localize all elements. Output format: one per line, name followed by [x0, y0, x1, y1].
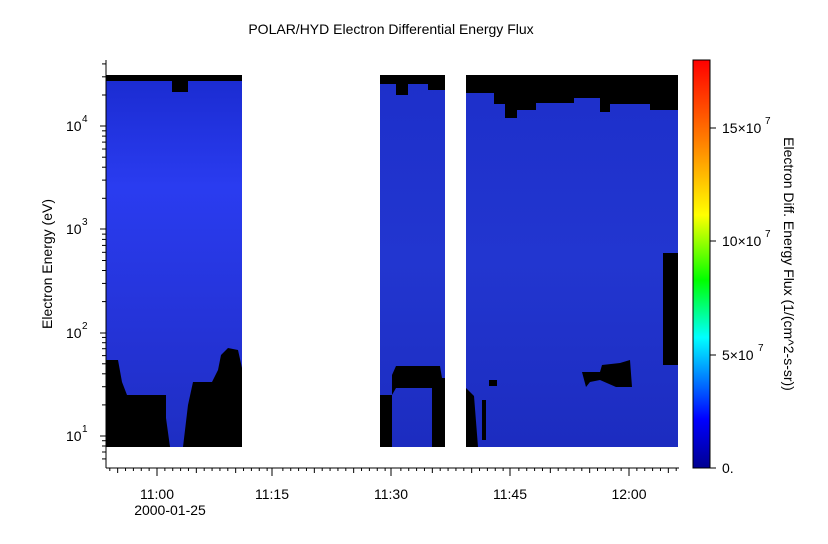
colorbar: 0. 5×10 7 10×10 7 15×10 7 Electron Diff.…	[692, 59, 797, 476]
y-tick-1e1: 10 1	[66, 424, 106, 444]
x-tick-1100: 11:00	[140, 468, 174, 502]
x-tick-1200: 12:00	[611, 468, 647, 502]
y-tick-1e2: 10 2	[66, 321, 106, 341]
block-1-top-gap-notch	[172, 75, 188, 92]
block-2-top-gap	[380, 75, 445, 84]
y-tick-label-base: 10	[66, 325, 82, 341]
y-axis-label: Electron Energy (eV)	[39, 199, 55, 329]
colorbar-label: Electron Diff. Energy Flux (1/(cm^2-s-sr…	[781, 137, 797, 391]
block-2-bottom-gap	[380, 395, 392, 447]
y-tick-label-exp: 2	[82, 321, 88, 332]
data-block-3	[466, 75, 678, 447]
y-tick-label-exp: 4	[82, 114, 88, 125]
x-date-label: 2000-01-25	[134, 502, 206, 518]
x-tick-label: 11:45	[493, 486, 527, 502]
block-3-fill	[466, 75, 678, 447]
data-block-2	[380, 75, 445, 447]
block-3-top-gap-steps	[494, 93, 678, 118]
colorbar-tick-5e7: 5×10 7	[710, 343, 764, 363]
plot-area: 10 4 10 3 10 2 10 1 Electron Energy (eV)…	[39, 60, 679, 518]
block-2-bottom-gap-band	[392, 366, 445, 447]
colorbar-tick-0: 0.	[710, 460, 734, 476]
y-tick-label-base: 10	[66, 428, 82, 444]
colorbar-tick-10e7: 10×10 7	[710, 229, 771, 249]
colorbar-tick-label: 0.	[722, 460, 734, 476]
colorbar-tick-exp: 7	[765, 116, 771, 127]
y-tick-1e4: 10 4	[66, 114, 106, 134]
colorbar-tick-exp: 7	[765, 229, 771, 240]
block-1-bottom-gap	[106, 360, 170, 447]
y-tick-label-exp: 3	[82, 217, 88, 228]
x-tick-label: 11:30	[374, 486, 408, 502]
colorbar-tick-15e7: 15×10 7	[710, 116, 771, 136]
x-tick-1115: 11:15	[255, 468, 289, 502]
block-3-bottom-gap-right	[582, 360, 632, 387]
block-2-top-gap-notch-b	[428, 75, 445, 90]
data-block-1	[106, 75, 242, 447]
x-tick-label: 12:00	[611, 486, 646, 502]
y-tick-label-exp: 1	[82, 424, 88, 435]
x-tick-label: 11:00	[140, 486, 174, 502]
y-tick-1e3: 10 3	[66, 217, 106, 237]
colorbar-tick-exp: 7	[758, 343, 764, 354]
colorbar-tick-label: 10×10	[722, 233, 762, 249]
block-3-bottom-gap-left	[466, 388, 478, 447]
x-tick-1145: 11:45	[493, 468, 527, 502]
y-tick-label-base: 10	[66, 221, 82, 237]
colorbar-tick-label: 15×10	[722, 120, 762, 136]
colorbar-gradient	[692, 59, 711, 469]
chart-title: POLAR/HYD Electron Differential Energy F…	[248, 21, 533, 37]
block-3-right-edge-gap	[663, 253, 678, 365]
y-tick-label-base: 10	[66, 118, 82, 134]
block-3-top-gap	[466, 75, 678, 93]
x-tick-1130: 11:30	[374, 468, 408, 502]
block-2-top-gap-notch-a	[396, 75, 408, 95]
block-3-bottom-gap-speck-a	[482, 400, 486, 440]
colorbar-tick-label: 5×10	[722, 347, 754, 363]
block-3-bottom-gap-speck-b	[489, 380, 497, 386]
y-minor-ticks	[102, 63, 106, 460]
x-tick-label: 11:15	[255, 486, 289, 502]
block-1-bottom-gap-right	[183, 348, 242, 447]
x-minor-ticks	[109, 468, 677, 473]
